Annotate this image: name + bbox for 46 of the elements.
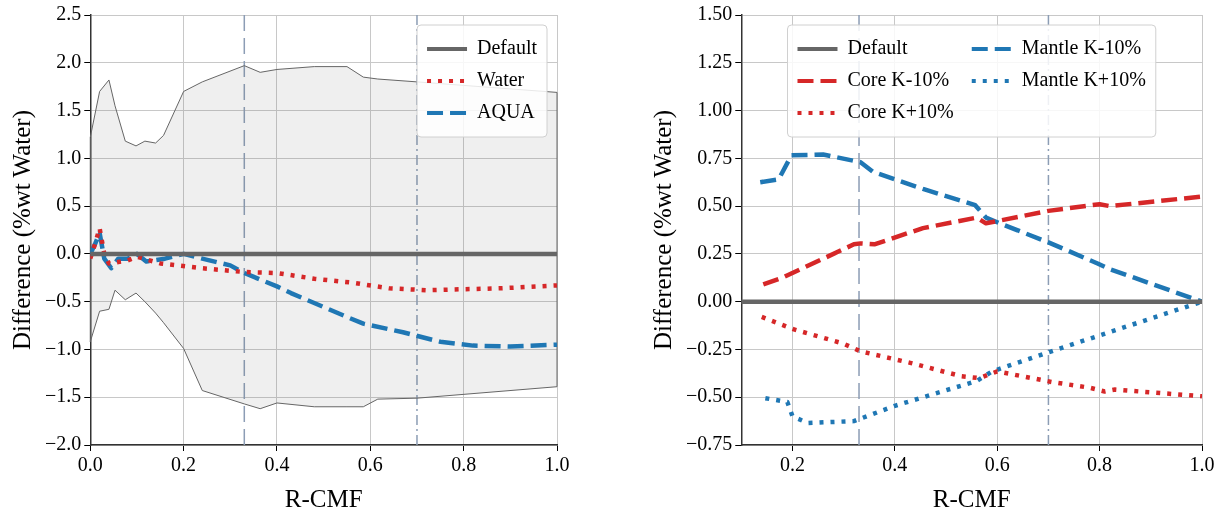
x-tick-label: 0.4 xyxy=(882,453,908,476)
y-tick-label: 1.25 xyxy=(697,50,733,73)
y-tick-label: 2.0 xyxy=(56,50,82,73)
legend-label: Core K-10% xyxy=(847,68,950,91)
x-tick-label: 0.4 xyxy=(264,453,290,476)
y-tick-label: −2.0 xyxy=(45,432,82,455)
y-tick-label: 0.75 xyxy=(697,145,733,168)
y-tick-label: 0.0 xyxy=(56,241,82,264)
legend-label: Default xyxy=(847,36,908,59)
x-tick-label: 1.0 xyxy=(1189,453,1215,476)
y-tick-label: 0.25 xyxy=(697,241,733,264)
y-tick-label: −1.0 xyxy=(45,336,82,359)
y-tick-label: 2.5 xyxy=(56,2,82,25)
x-tick-label: 0.8 xyxy=(1087,453,1113,476)
y-tick-label: 0.50 xyxy=(697,193,733,216)
x-tick-label: 0.2 xyxy=(171,453,197,476)
y-tick-label: −0.5 xyxy=(45,288,82,311)
x-axis-title: R-CMF xyxy=(932,484,1011,512)
legend-label: Mantle K-10% xyxy=(1021,36,1142,59)
x-tick-label: 0.6 xyxy=(984,453,1010,476)
x-tick-label: 0.0 xyxy=(77,453,103,476)
y-tick-label: −1.5 xyxy=(45,384,82,407)
y-tick-label: −0.25 xyxy=(686,336,733,359)
legend-label: Mantle K+10% xyxy=(1021,68,1146,91)
y-axis-title: Difference (%wt Water) xyxy=(7,110,36,350)
line-series xyxy=(759,314,1202,399)
line-series xyxy=(761,194,1202,287)
y-tick-label: 0.00 xyxy=(697,288,733,311)
y-tick-label: 0.5 xyxy=(56,193,82,216)
y-tick-label: 1.5 xyxy=(56,97,82,120)
y-tick-label: 1.50 xyxy=(697,2,733,25)
x-axis-title: R-CMF xyxy=(284,484,363,512)
legend-label: Core K+10% xyxy=(847,100,954,123)
y-tick-label: −0.75 xyxy=(686,432,733,455)
x-tick-label: 0.2 xyxy=(779,453,805,476)
y-tick-label: −0.50 xyxy=(686,384,733,407)
legend-label: AQUA xyxy=(477,100,536,123)
x-tick-label: 0.8 xyxy=(451,453,477,476)
y-axis-title: Difference (%wt Water) xyxy=(648,110,677,350)
x-tick-label: 1.0 xyxy=(544,453,570,476)
y-tick-label: 1.0 xyxy=(56,145,82,168)
y-tick-label: 1.00 xyxy=(697,97,733,120)
line-series xyxy=(90,230,557,349)
legend-label: Water xyxy=(477,68,525,91)
x-tick-label: 0.6 xyxy=(357,453,383,476)
legend-label: Default xyxy=(477,36,538,59)
